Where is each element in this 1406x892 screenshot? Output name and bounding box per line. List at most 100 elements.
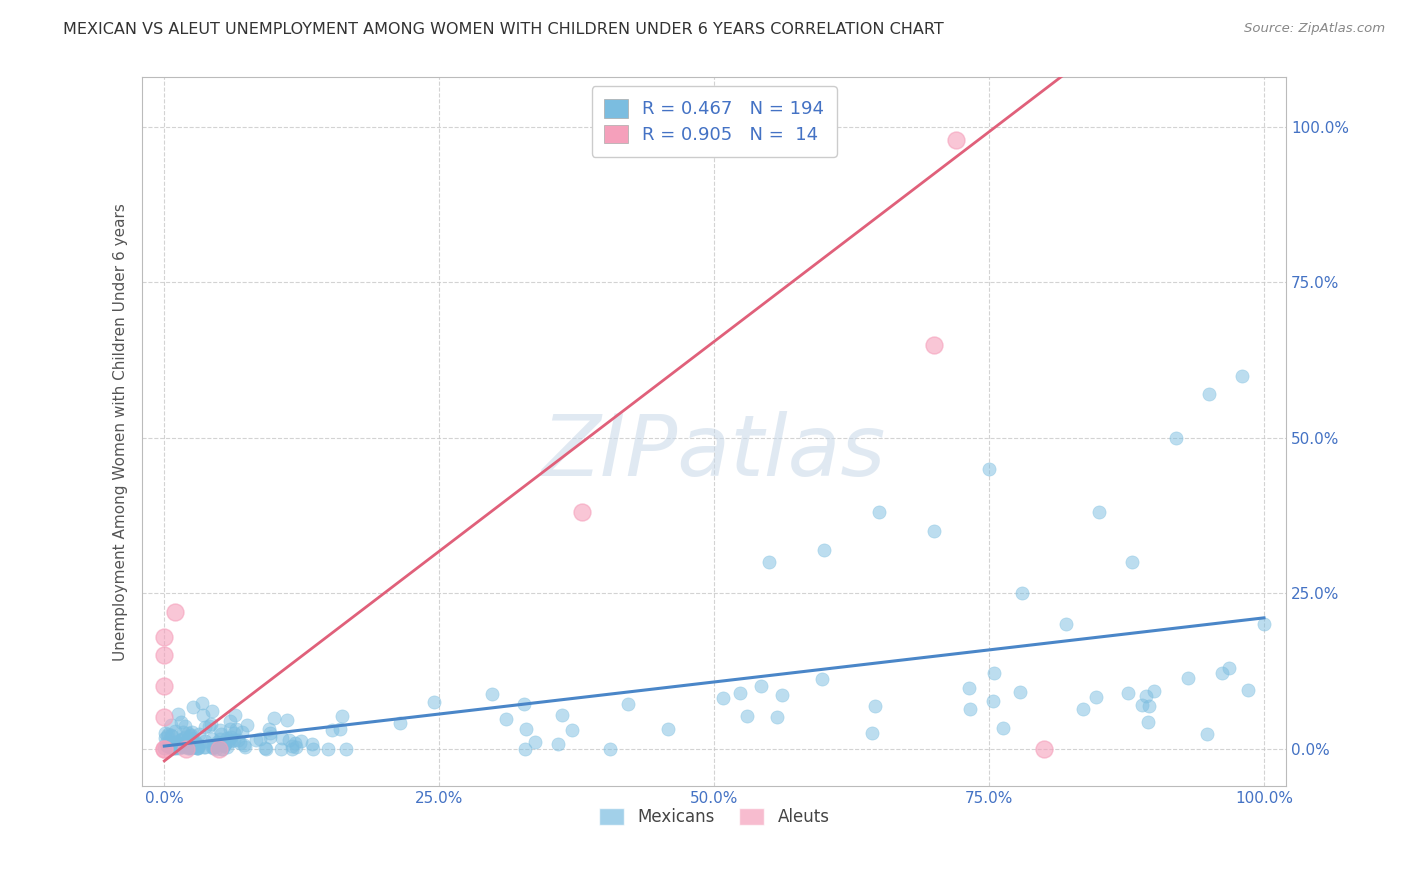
- Mexicans: [285, 739, 308, 754]
- Mexicans: [184, 739, 207, 753]
- Mexicans: [276, 713, 298, 727]
- Mexicans: [170, 715, 193, 730]
- Mexicans: [224, 707, 246, 722]
- Mexicans: [159, 737, 181, 751]
- Mexicans: [226, 733, 249, 747]
- Mexicans: [1135, 690, 1157, 704]
- Mexicans: [153, 731, 176, 745]
- Mexicans: [211, 741, 233, 756]
- Mexicans: [758, 555, 780, 569]
- Mexicans: [180, 728, 202, 742]
- Mexicans: [156, 729, 179, 743]
- Mexicans: [233, 740, 256, 755]
- Mexicans: [254, 741, 277, 756]
- Mexicans: [169, 739, 191, 754]
- Mexicans: [157, 737, 180, 751]
- Mexicans: [1142, 684, 1164, 698]
- Mexicans: [321, 723, 343, 738]
- Mexicans: [513, 697, 536, 711]
- Mexicans: [173, 740, 195, 755]
- Mexicans: [201, 732, 224, 747]
- Mexicans: [159, 739, 181, 753]
- Mexicans: [201, 740, 224, 755]
- Mexicans: [259, 726, 281, 740]
- Mexicans: [330, 709, 353, 723]
- Mexicans: [186, 741, 208, 756]
- Y-axis label: Unemployment Among Women with Children Under 6 years: Unemployment Among Women with Children U…: [114, 202, 128, 661]
- Mexicans: [1011, 586, 1033, 600]
- Mexicans: [155, 726, 177, 740]
- Aleuts: [571, 505, 593, 519]
- Mexicans: [156, 726, 179, 740]
- Mexicans: [271, 731, 294, 746]
- Mexicans: [205, 734, 228, 748]
- Mexicans: [180, 736, 202, 750]
- Mexicans: [977, 462, 1000, 476]
- Mexicans: [231, 725, 253, 739]
- Mexicans: [766, 710, 789, 724]
- Mexicans: [270, 741, 292, 756]
- Mexicans: [162, 729, 184, 743]
- Mexicans: [197, 719, 219, 733]
- Mexicans: [263, 711, 285, 725]
- Mexicans: [211, 736, 233, 750]
- Mexicans: [172, 725, 194, 739]
- Mexicans: [1071, 702, 1094, 716]
- Mexicans: [160, 728, 183, 742]
- Mexicans: [224, 725, 246, 739]
- Mexicans: [290, 734, 312, 748]
- Mexicans: [547, 737, 569, 751]
- Mexicans: [301, 737, 323, 751]
- Mexicans: [219, 714, 242, 729]
- Mexicans: [205, 741, 228, 756]
- Aleuts: [945, 132, 967, 146]
- Mexicans: [257, 723, 280, 737]
- Mexicans: [201, 704, 224, 718]
- Mexicans: [177, 725, 200, 739]
- Mexicans: [868, 505, 890, 519]
- Mexicans: [495, 712, 517, 726]
- Mexicans: [236, 718, 259, 732]
- Mexicans: [169, 739, 191, 753]
- Mexicans: [1197, 726, 1219, 740]
- Mexicans: [233, 738, 256, 752]
- Mexicans: [214, 737, 236, 751]
- Mexicans: [423, 695, 446, 709]
- Mexicans: [1253, 617, 1275, 632]
- Mexicans: [318, 741, 340, 756]
- Mexicans: [184, 734, 207, 748]
- Aleuts: [1033, 741, 1056, 756]
- Mexicans: [183, 735, 205, 749]
- Aleuts: [648, 132, 671, 146]
- Mexicans: [156, 739, 179, 753]
- Mexicans: [217, 731, 239, 745]
- Mexicans: [481, 687, 503, 701]
- Mexicans: [167, 739, 190, 753]
- Mexicans: [180, 731, 202, 745]
- Aleuts: [153, 741, 176, 756]
- Mexicans: [186, 741, 208, 756]
- Mexicans: [159, 739, 181, 753]
- Mexicans: [188, 739, 211, 753]
- Mexicans: [219, 730, 242, 744]
- Mexicans: [1088, 505, 1111, 519]
- Mexicans: [811, 673, 834, 687]
- Mexicans: [172, 737, 194, 751]
- Aleuts: [922, 337, 945, 351]
- Mexicans: [191, 707, 214, 722]
- Mexicans: [922, 524, 945, 538]
- Mexicans: [211, 741, 233, 756]
- Mexicans: [813, 542, 835, 557]
- Mexicans: [173, 739, 195, 753]
- Mexicans: [711, 691, 734, 706]
- Mexicans: [1054, 617, 1077, 632]
- Mexicans: [180, 741, 202, 756]
- Mexicans: [523, 735, 546, 749]
- Mexicans: [863, 698, 886, 713]
- Mexicans: [194, 721, 217, 735]
- Mexicans: [217, 740, 239, 755]
- Mexicans: [513, 741, 536, 756]
- Mexicans: [170, 731, 193, 746]
- Mexicans: [219, 733, 242, 747]
- Text: MEXICAN VS ALEUT UNEMPLOYMENT AMONG WOMEN WITH CHILDREN UNDER 6 YEARS CORRELATIO: MEXICAN VS ALEUT UNEMPLOYMENT AMONG WOME…: [63, 22, 943, 37]
